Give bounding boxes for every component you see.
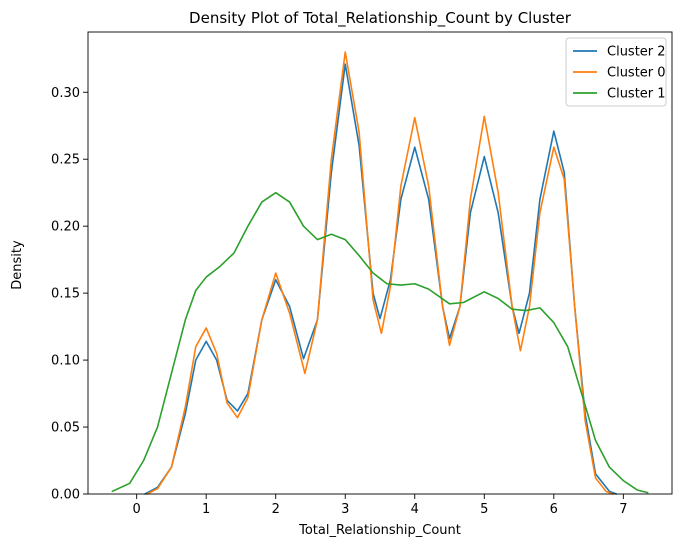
x-tick-label: 1 bbox=[202, 502, 210, 517]
y-tick-label: 0.25 bbox=[51, 153, 80, 168]
x-tick-label: 2 bbox=[272, 502, 280, 517]
y-axis-label: Density bbox=[10, 240, 25, 290]
legend-box bbox=[565, 37, 667, 107]
y-tick-label: 0.20 bbox=[51, 220, 80, 235]
x-tick-label: 3 bbox=[341, 502, 349, 517]
x-axis-label: Total_Relationship_Count bbox=[298, 523, 461, 538]
x-tick-label: 7 bbox=[619, 502, 627, 517]
y-tick-label: 0.10 bbox=[51, 354, 80, 369]
legend: Cluster 2 Cluster 0 Cluster 1 bbox=[565, 37, 667, 107]
x-tick-label: 6 bbox=[550, 502, 558, 517]
legend-label-cluster-0: Cluster 0 bbox=[607, 66, 666, 81]
series-line-cluster-0 bbox=[146, 51, 614, 495]
chart-title: Density Plot of Total_Relationship_Count… bbox=[189, 9, 572, 28]
y-tick-label: 0.30 bbox=[51, 86, 80, 101]
x-tick-label: 0 bbox=[133, 502, 141, 517]
y-tick-label: 0.00 bbox=[51, 488, 80, 503]
plot-area: 0 1 2 3 4 5 6 7 0.00 0.05 0.10 0.15 0.20 0.25 0.30 bbox=[51, 31, 673, 517]
y-tick-label: 0.05 bbox=[51, 421, 80, 436]
legend-label-cluster-1: Cluster 1 bbox=[607, 87, 666, 102]
plot-frame bbox=[87, 31, 673, 495]
series-line-cluster-1 bbox=[111, 191, 649, 494]
legend-label-cluster-2: Cluster 2 bbox=[607, 45, 666, 60]
x-tick-label: 4 bbox=[411, 502, 419, 517]
y-tick-label: 0.15 bbox=[51, 287, 80, 302]
x-tick-label: 5 bbox=[480, 502, 488, 517]
